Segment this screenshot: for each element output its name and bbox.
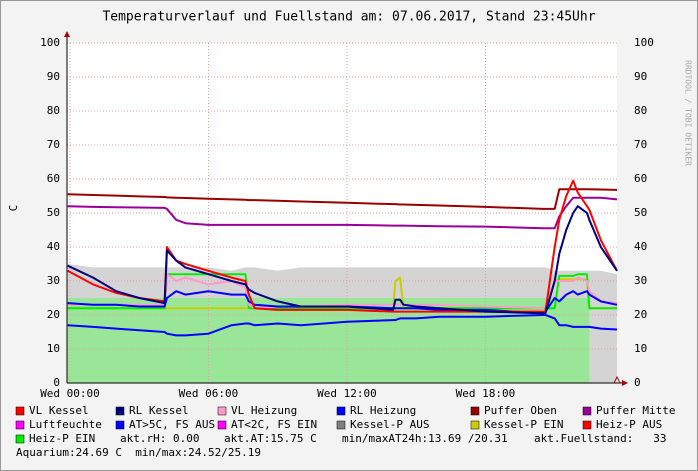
x-tick-label: Wed 12:00 [317,387,377,400]
legend-swatch [582,406,592,416]
watermark: RRDTOOL / TOBI OETIKER [684,60,693,166]
legend-label: Kessel-P AUS [350,418,429,431]
lines [67,179,618,337]
series-line [67,276,617,310]
legend-label: RL Heizung [350,404,416,417]
y-tick-label-right: 10 [634,342,647,355]
y-tick-label-right: 90 [634,70,647,83]
y-tick-label-right: 0 [634,376,641,389]
legend-label: Heiz-P AUS [596,418,662,431]
y-tick-label: 90 [47,70,60,83]
y-tick-label: 10 [47,342,60,355]
legend-label: VL Heizung [231,404,297,417]
y-tick-label-right: 50 [634,206,647,219]
y-tick-label: 70 [47,138,60,151]
legend-label: Heiz-P EIN [29,432,95,445]
y-tick-label: 60 [47,172,60,185]
y-tick-label: 80 [47,104,60,117]
x-tick-label: Wed 00:00 [40,387,100,400]
legend-swatch [15,406,25,416]
areas [67,264,618,383]
chart-title: Temperaturverlauf und Fuellstand am: 07.… [102,10,595,25]
area [67,298,590,383]
status-text: akt.AT:15.75 C [224,432,317,445]
legend-label: VL Kessel [29,404,89,417]
status-text: min/maxAT24h:13.69 /20.31 [342,432,508,445]
legend-swatch [115,406,125,416]
legend-swatch [582,420,592,430]
series-line [67,196,618,230]
legend-label: AT<2C, FS EIN [231,418,317,431]
status-text: Aquarium:24.69 C min/max:24.52/25.19 [16,446,261,459]
x-tick-label: Wed 06:00 [179,387,239,400]
status-text: akt.Fuellstand: 33 [534,432,666,445]
y-tick-label: 0 [53,376,60,389]
legend-swatch [15,434,25,444]
legend-label: Luftfeuchte [29,418,102,431]
y-axis-label: C [7,205,20,212]
y-tick-label: 50 [47,206,60,219]
legend-swatch [470,406,480,416]
arrow [64,31,70,37]
legend-label: Puffer Mitte [596,404,675,417]
legend-swatch [217,406,227,416]
series-line [67,179,618,313]
y-tick-label: 100 [40,36,60,49]
y-tick-label-right: 40 [634,240,647,253]
legend-label: RL Kessel [129,404,189,417]
labels: 0 0 10 10 20 20 30 30 40 40 50 50 60 60 70 70 80 80 90 90 10… [15,36,675,459]
legend-swatch [217,420,227,430]
axes [64,31,628,386]
y-tick-label-right: 60 [634,172,647,185]
legend-label: AT>5C, FS AUS [129,418,215,431]
y-tick-label-right: 70 [634,138,647,151]
legend-swatch [115,420,125,430]
legend-swatch [336,406,346,416]
legend-label: Kessel-P EIN [484,418,563,431]
y-tick-label-right: 80 [634,104,647,117]
series-line [67,205,618,315]
legend-swatch [15,420,25,430]
legend-label: Puffer Oben [484,404,557,417]
y-tick-label: 30 [47,274,60,287]
legend-swatch [470,420,480,430]
legend-swatch [336,420,346,430]
y-tick-label: 20 [47,308,60,321]
status-text: akt.rH: 0.00 [120,432,199,445]
x-tick-label: Wed 18:00 [456,387,516,400]
y-tick-label-right: 30 [634,274,647,287]
series-line [67,314,618,337]
y-tick-label-right: 100 [634,36,654,49]
y-tick-label-right: 20 [634,308,647,321]
arrow [622,380,628,386]
arrow [613,375,621,384]
y-tick-label: 40 [47,240,60,253]
